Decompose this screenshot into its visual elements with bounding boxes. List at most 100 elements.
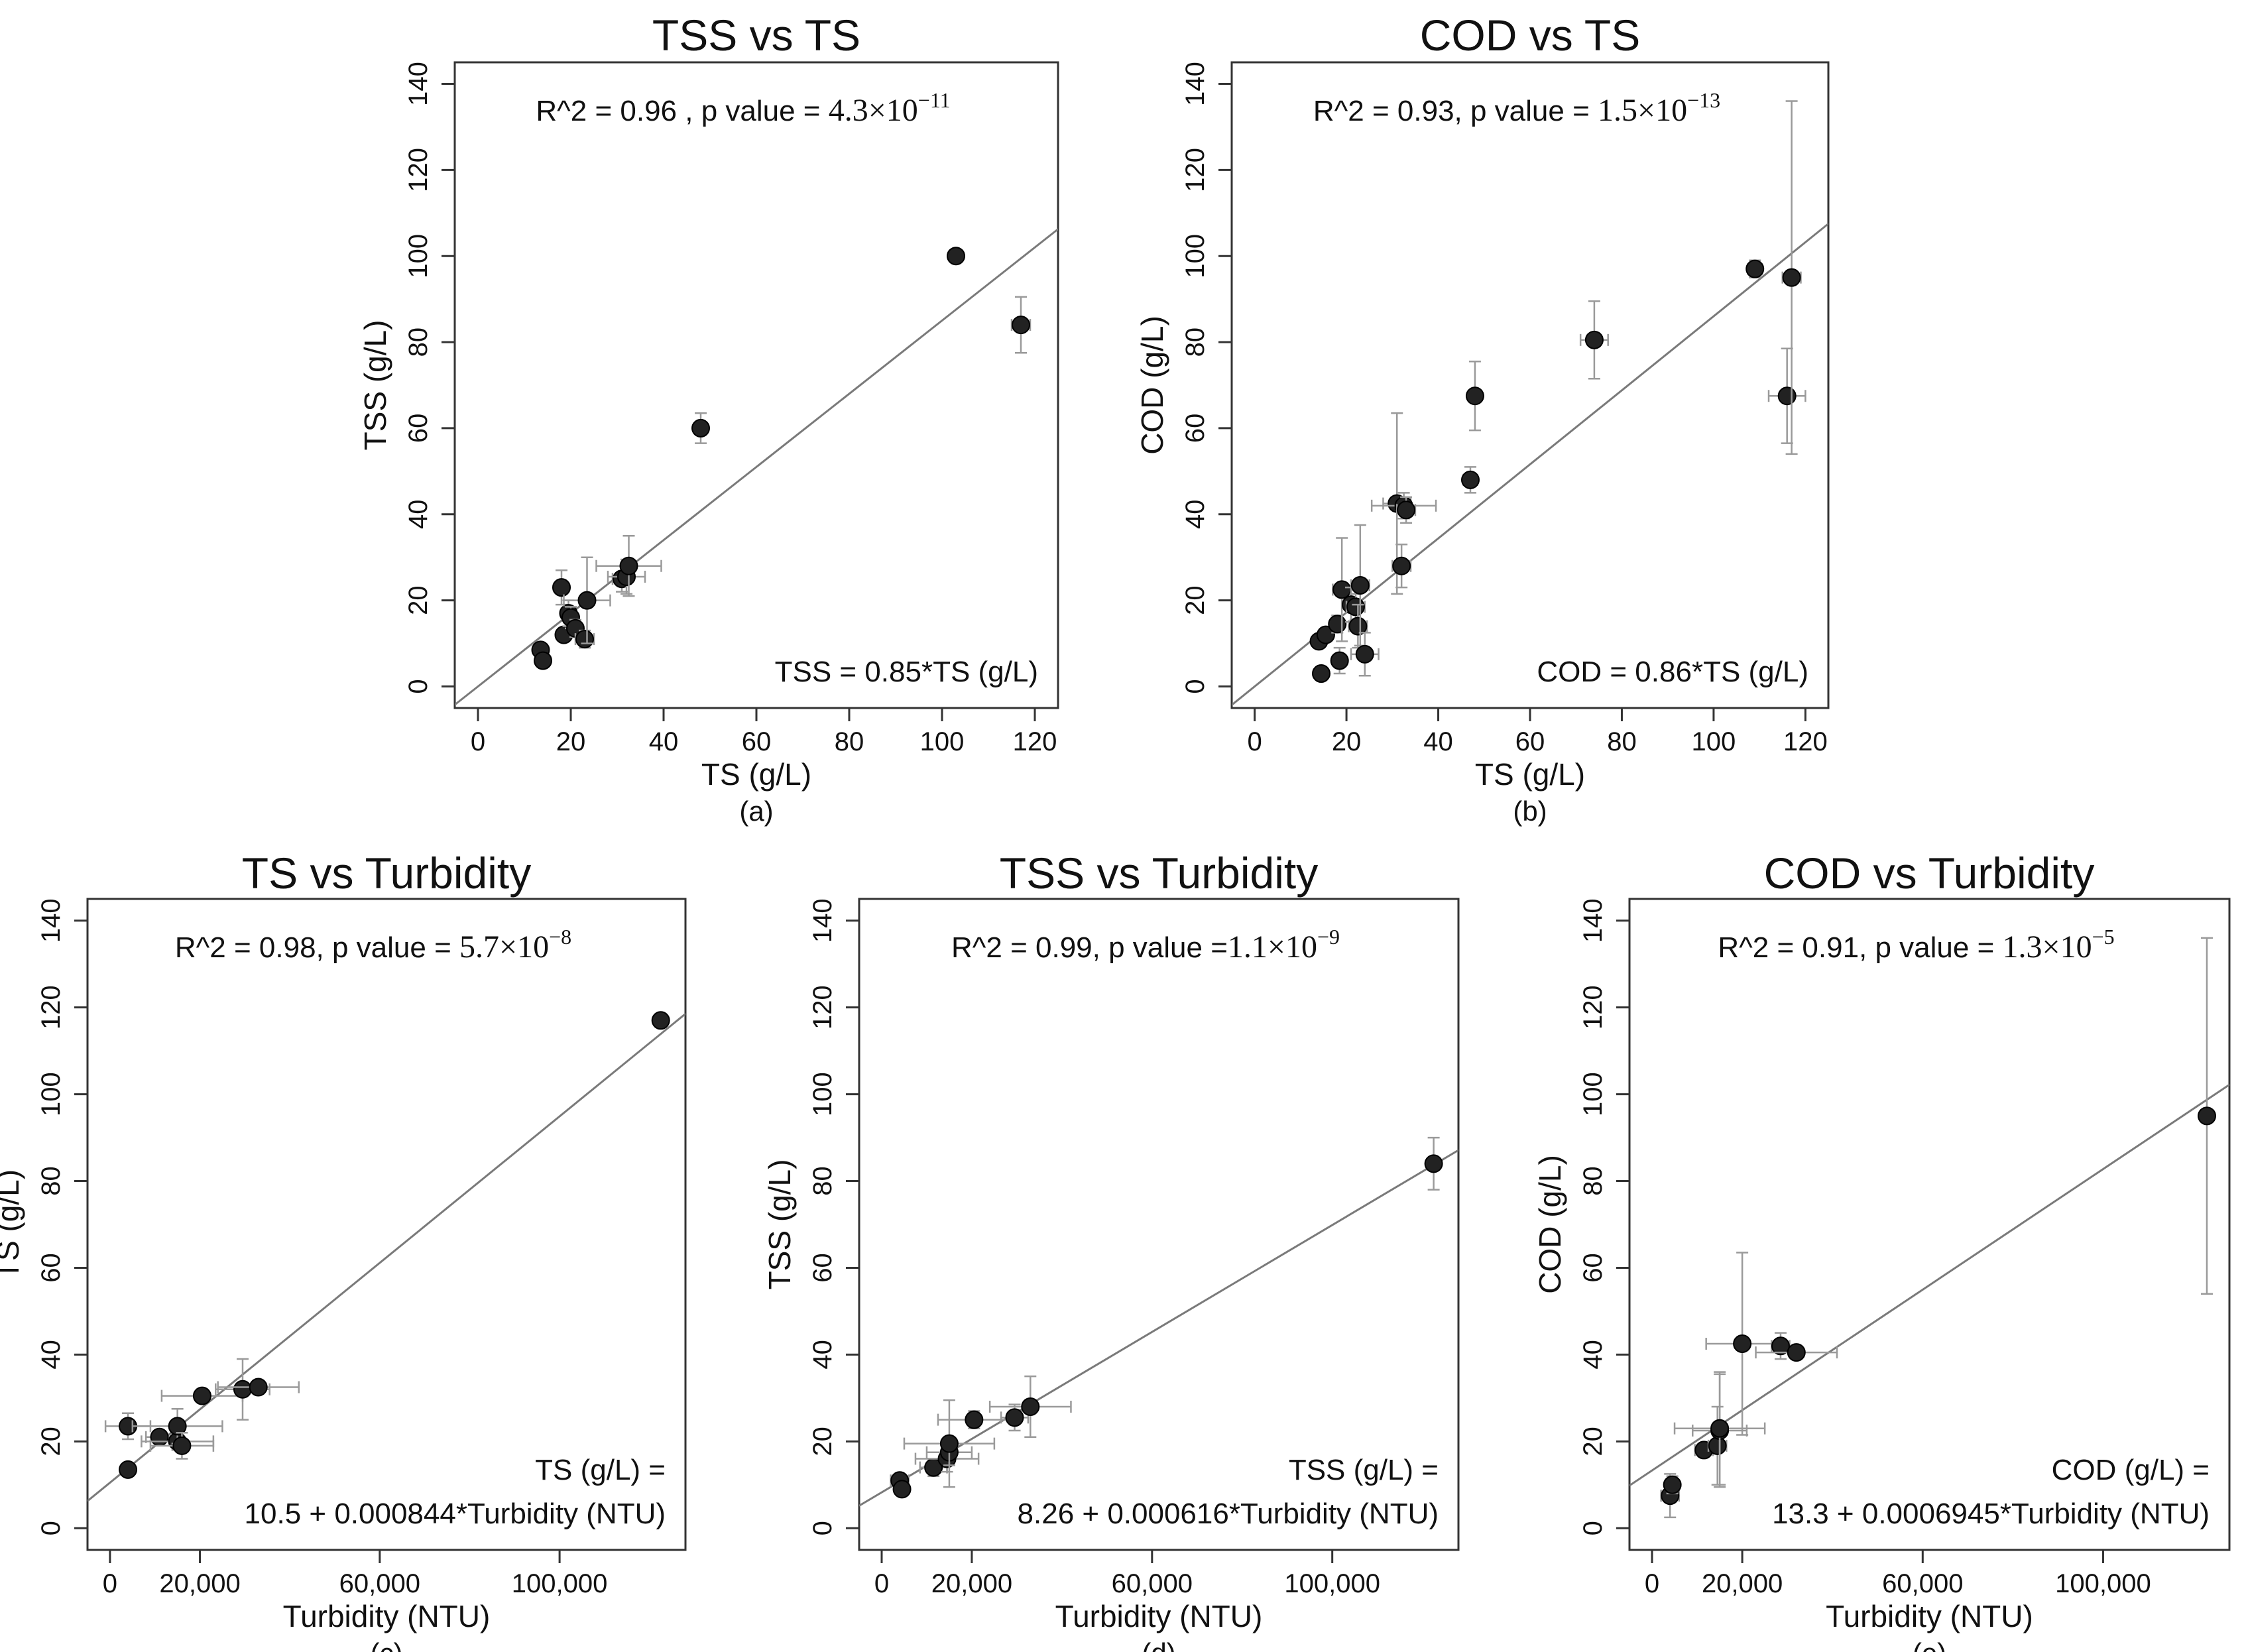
data-point (1733, 1334, 1752, 1354)
data-point (1465, 386, 1484, 406)
plot-frame (1628, 898, 2231, 1551)
stats-text: R^2 = 0.93, p value = (1313, 95, 1598, 127)
data-point (1782, 268, 1801, 287)
data-point (1332, 580, 1352, 599)
y-tick-label: 80 (1578, 1166, 1608, 1196)
data-point (1012, 316, 1030, 335)
panel-caption: (d) (1142, 1637, 1175, 1652)
data-point (1584, 330, 1604, 349)
stats-annotation: R^2 = 0.99, p value =1.1×10−9 (951, 925, 1340, 965)
regression-equation: 10.5 + 0.000844*Turbidity (NTU) (245, 1498, 666, 1530)
chart-title: COD vs Turbidity (1764, 849, 2095, 898)
data-point (1021, 1397, 1040, 1416)
data-point (939, 1434, 959, 1453)
panel-c-ts-vs-turbidity: TS vs Turbidity 0 20,000 60,000 100,000 0 20 40… (0, 849, 687, 1652)
data-point-group (534, 651, 552, 670)
y-tick-label: 120 (1578, 985, 1608, 1030)
panel-caption: (b) (1513, 796, 1547, 827)
y-axis-label: COD (g/L) (1533, 1155, 1567, 1294)
y-tick-label: 140 (404, 62, 433, 106)
y-tick-label: 140 (1181, 62, 1210, 106)
x-axis-label: Turbidity (NTU) (283, 1599, 491, 1633)
stats-text: R^2 = 0.91, p value = (1718, 931, 2002, 964)
y-tick-label: 80 (36, 1166, 66, 1196)
data-point (1392, 556, 1411, 575)
regression-equation: COD (g/L) = (2052, 1454, 2210, 1486)
data-point (119, 1460, 138, 1479)
y-tick-label: 40 (1181, 500, 1210, 530)
panel-caption: (a) (739, 796, 773, 827)
data-point-group (1395, 496, 1417, 524)
y-axis-label: TSS (g/L) (762, 1159, 797, 1290)
data-points (531, 247, 1032, 670)
data-point (892, 1480, 912, 1499)
data-point-group (1000, 1403, 1030, 1432)
regression-line (455, 228, 1058, 706)
data-point-group (1781, 100, 1802, 455)
data-point-group (1316, 625, 1335, 644)
data-point (1787, 1343, 1806, 1362)
regression-equation: TS (g/L) = (535, 1454, 666, 1486)
x-tick-label: 100,000 (1284, 1569, 1380, 1598)
data-point-group (149, 1431, 215, 1460)
y-tick-label: 120 (808, 985, 837, 1030)
data-point-group (1663, 1475, 1682, 1495)
regression-equation: TSS = 0.85*TS (g/L) (775, 656, 1038, 688)
data-point-group (1350, 632, 1380, 677)
pvalue-exponent: −8 (549, 925, 571, 949)
stats-text: R^2 = 0.99, p value = (951, 931, 1228, 964)
y-tick-label: 120 (404, 148, 433, 192)
data-point-group (160, 1386, 244, 1405)
y-tick-label: 100 (1181, 234, 1210, 278)
data-point-group (1461, 466, 1480, 494)
y-tick-label: 0 (1578, 1521, 1608, 1535)
data-point (1330, 651, 1349, 670)
x-tick-label: 0 (103, 1569, 117, 1598)
chart-title: TS vs Turbidity (242, 849, 531, 898)
y-tick-label: 60 (36, 1253, 66, 1283)
data-point-group (563, 556, 611, 644)
y-tick-label: 20 (808, 1427, 837, 1456)
chart-title: COD vs TS (1420, 11, 1640, 60)
data-point (1005, 1408, 1024, 1427)
x-axis-label: Turbidity (NTU) (1055, 1599, 1263, 1633)
y-tick-label: 0 (404, 679, 433, 693)
stats-annotation: R^2 = 0.98, p value = 5.7×10−8 (175, 925, 571, 965)
y-tick-label: 80 (1181, 327, 1210, 357)
x-tick-label: 120 (1013, 727, 1057, 756)
data-point-group (947, 247, 965, 266)
y-tick-label: 60 (808, 1253, 837, 1283)
data-point-group (1332, 537, 1352, 642)
y-tick-label: 100 (808, 1072, 837, 1116)
data-point-group (217, 1378, 300, 1397)
data-point-group (1771, 1332, 1791, 1360)
y-axis-label: TSS (g/L) (358, 320, 392, 451)
regression-equation: TSS (g/L) = (1289, 1454, 1439, 1486)
data-point (1710, 1419, 1730, 1438)
data-point-group (1424, 1136, 1443, 1191)
stats-annotation: R^2 = 0.93, p value = 1.5×10−13 (1313, 88, 1720, 128)
data-point (1328, 615, 1347, 634)
data-point (1350, 575, 1370, 595)
x-tick-label: 0 (874, 1569, 889, 1598)
y-tick-label: 40 (36, 1340, 66, 1369)
x-tick-label: 80 (1607, 727, 1637, 756)
y-tick-label: 60 (404, 414, 433, 443)
data-point (1745, 259, 1765, 278)
data-point-group (892, 1480, 912, 1499)
data-point (619, 556, 638, 575)
data-points (1660, 937, 2216, 1519)
x-tick-label: 0 (471, 727, 485, 756)
chart-title: TSS vs Turbidity (1000, 849, 1318, 898)
data-points (890, 1136, 1443, 1499)
data-point (577, 591, 597, 610)
panel-caption: (c) (371, 1637, 403, 1652)
data-point (1461, 470, 1480, 489)
pvalue-exponent: −9 (1317, 925, 1340, 949)
x-tick-label: 60 (1515, 727, 1545, 756)
y-tick-label: 20 (1578, 1427, 1608, 1456)
data-point-group (215, 1358, 270, 1421)
y-tick-label: 0 (808, 1521, 837, 1535)
data-point-group (1391, 544, 1412, 589)
plot-frame (1230, 61, 1830, 709)
